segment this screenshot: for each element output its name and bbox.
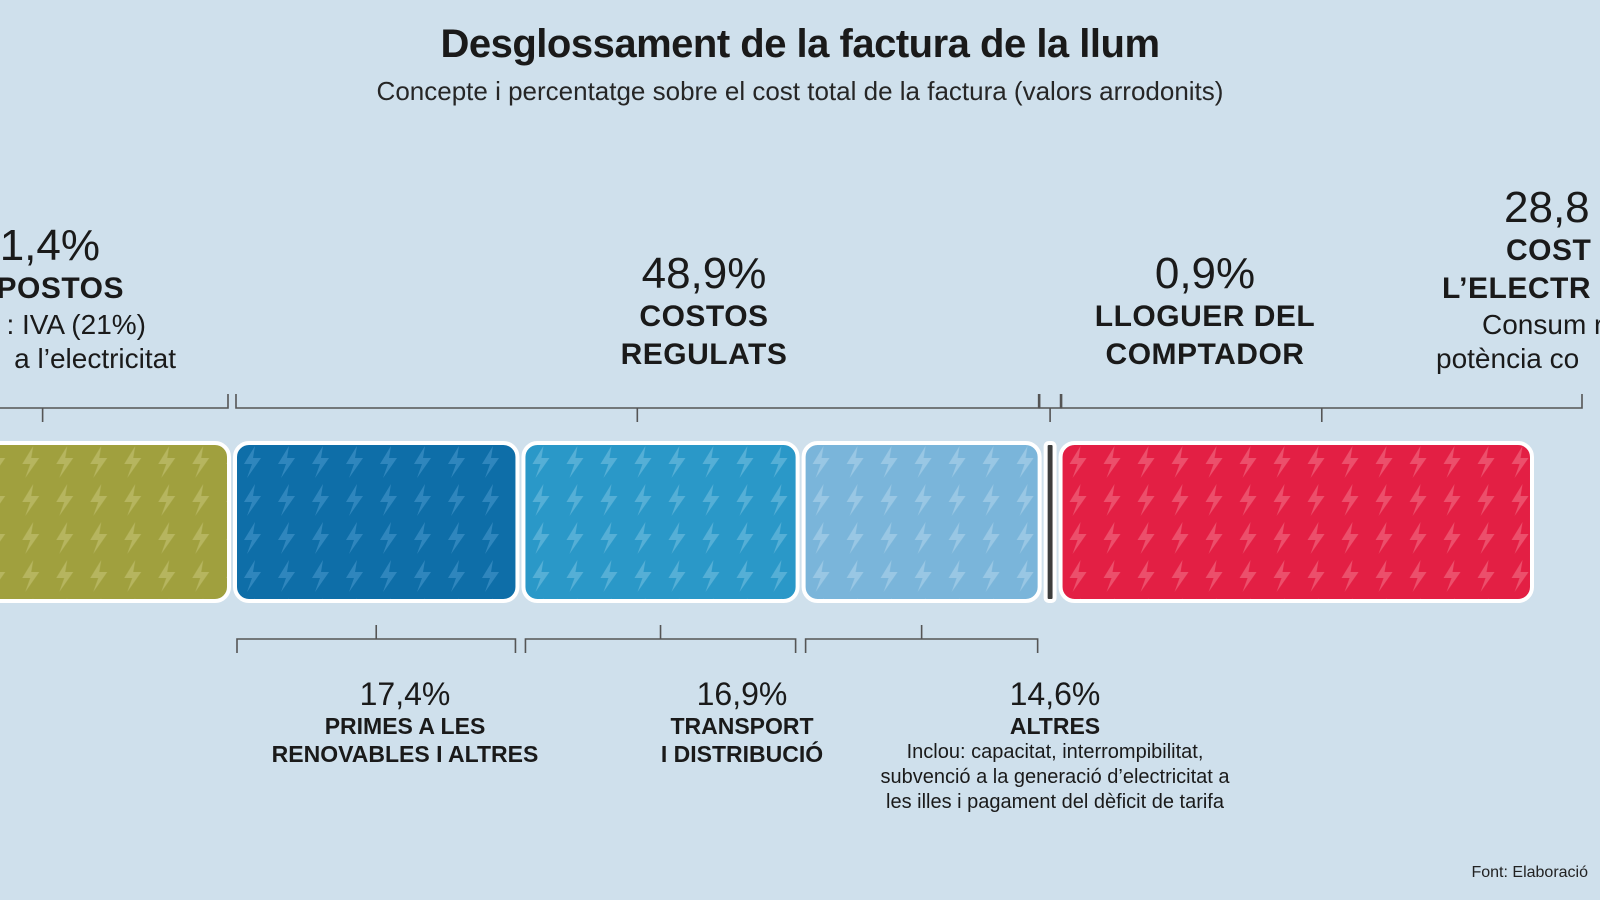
label-transport: 16,9% TRANSPORT I DISTRIBUCIÓ xyxy=(592,676,892,768)
bar-segment-2 xyxy=(521,441,800,603)
bar-segments xyxy=(0,441,1534,603)
chart-title: Desglossament de la factura de la llum xyxy=(440,22,1160,66)
altres-note-3: les illes i pagament del dèficit de tari… xyxy=(886,791,1224,813)
bracket-lloguer xyxy=(1038,394,1062,422)
impostos-title: POSTOS xyxy=(0,272,124,305)
costos-regulats-title-1: COSTOS xyxy=(639,300,769,333)
bar-segment-0 xyxy=(0,441,231,603)
altres-note-2: subvenció a la generació d’electricitat … xyxy=(880,766,1230,788)
brackets xyxy=(0,394,1583,653)
impostos-pct: 1,4% xyxy=(0,221,100,270)
bar-segment-3 xyxy=(801,441,1042,603)
lloguer-title-2: COMPTADOR xyxy=(1105,338,1305,371)
impostos-note-1: : IVA (21%) xyxy=(6,309,146,340)
bracket-impostos xyxy=(0,394,229,422)
primes-pct: 17,4% xyxy=(359,676,451,712)
lloguer-pct: 0,9% xyxy=(1154,249,1256,298)
chart-subtitle: Concepte i percentatge sobre el cost tot… xyxy=(376,76,1224,106)
cost-pct: 28,8 xyxy=(1504,183,1590,232)
transport-pct: 16,9% xyxy=(696,676,788,712)
lloguer-title-1: LLOGUER DEL xyxy=(1094,300,1316,333)
transport-title-2: I DISTRIBUCIÓ xyxy=(660,741,824,767)
impostos-note-2: a l’electricitat xyxy=(14,343,176,374)
bracket-primes xyxy=(236,625,517,653)
label-lloguer: 0,9% LLOGUER DEL COMPTADOR xyxy=(1040,250,1370,374)
cost-title-2: L’ELECTR xyxy=(1442,272,1592,305)
primes-title-2: RENOVABLES I ALTRES xyxy=(271,741,539,767)
cost-title-1: COST xyxy=(1506,234,1592,267)
bracket-transport xyxy=(524,625,797,653)
primes-title-1: PRIMES A LES xyxy=(324,713,486,739)
label-costos-regulats: 48,9% COSTOS REGULATS xyxy=(549,250,859,374)
bar-segment-5 xyxy=(1058,441,1534,603)
altres-title: ALTRES xyxy=(1009,713,1101,739)
bracket-cost-electricitat xyxy=(1060,394,1583,422)
bracket-altres xyxy=(804,625,1039,653)
transport-title-1: TRANSPORT xyxy=(670,713,814,739)
cost-note-1: Consum r xyxy=(1482,309,1600,340)
bar-segment-4 xyxy=(1043,441,1057,603)
altres-pct: 14,6% xyxy=(1009,676,1101,712)
costos-regulats-title-2: REGULATS xyxy=(620,338,788,371)
bar-segment-1 xyxy=(233,441,520,603)
bracket-costos-regulats xyxy=(235,394,1040,422)
label-altres: 14,6% ALTRES Inclou: capacitat, interrom… xyxy=(840,676,1270,815)
label-cost-electricitat: 28,8 COST L’ELECTR Consum r potència co xyxy=(1430,184,1600,376)
label-primes: 17,4% PRIMES A LES RENOVABLES I ALTRES xyxy=(245,676,565,768)
altres-note-1: Inclou: capacitat, interrompibilitat, xyxy=(906,741,1204,763)
costos-regulats-pct: 48,9% xyxy=(641,249,767,298)
cost-note-2: potència co xyxy=(1436,343,1580,374)
label-impostos: 1,4% POSTOS : IVA (21%) a l’electricitat xyxy=(0,222,220,376)
source-note: Font: Elaboració xyxy=(1471,864,1588,881)
